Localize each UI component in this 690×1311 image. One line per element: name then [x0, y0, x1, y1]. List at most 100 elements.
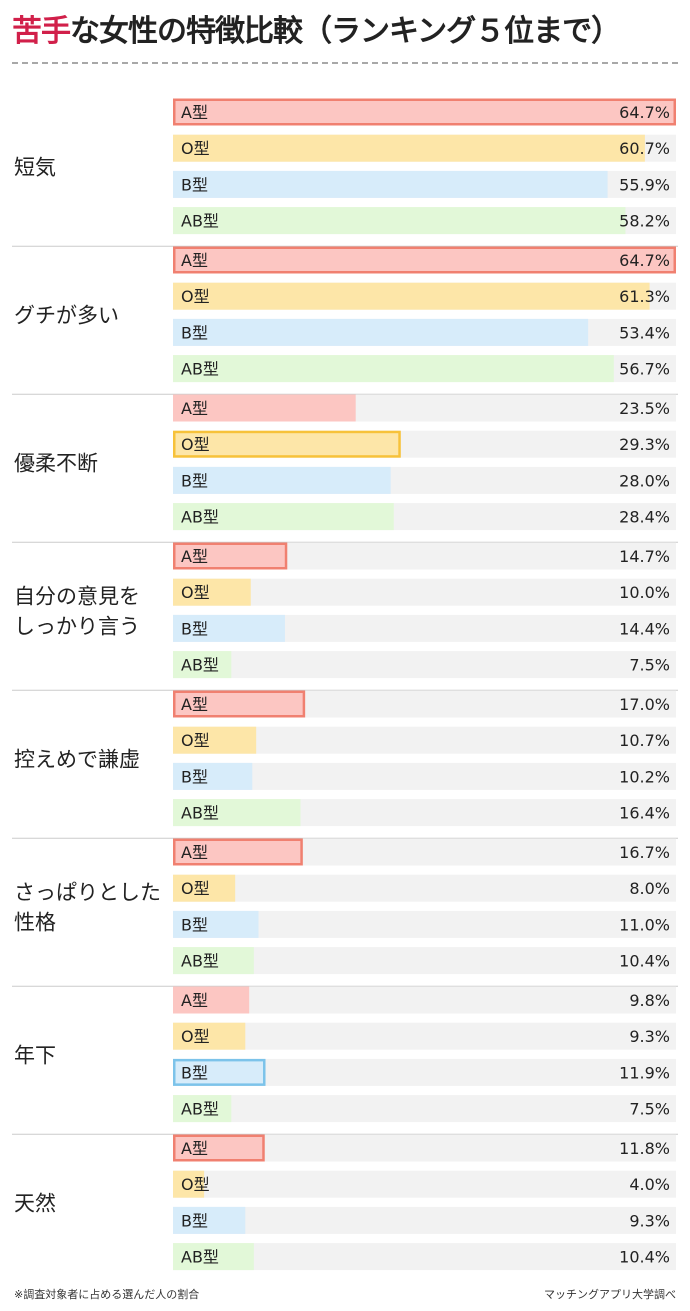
bar-B型	[173, 1058, 266, 1086]
bar-track	[173, 986, 676, 1014]
bar-category-label: O型	[181, 1175, 210, 1194]
bar-value-label: 53.4%	[619, 323, 670, 342]
bar-AB型	[173, 947, 254, 975]
bar-track	[173, 1022, 676, 1050]
bar-category-label: AB型	[181, 212, 219, 231]
group-label-line: 自分の意見を	[14, 584, 140, 608]
bar-value-label: 64.7%	[619, 251, 670, 270]
bar-category-label: O型	[181, 1027, 210, 1046]
group-label: 天然	[14, 1191, 56, 1215]
group-label: 自分の意見をしっかり言う	[14, 584, 140, 638]
group-5: 控えめで謙虚 A型 17.0% O型 10.7% B型 10.2% AB型 16.4%	[12, 690, 678, 839]
bar-B型	[173, 1206, 246, 1234]
bar-AB型	[173, 1095, 232, 1123]
bar-category-label: O型	[181, 879, 210, 898]
group-6: さっぱりとした性格 A型 16.7% O型 8.0% B型 11.0% AB型 10.4%	[12, 838, 678, 987]
bar-value-label: 17.0%	[619, 695, 670, 714]
bar-B型	[173, 614, 285, 642]
bar-track	[173, 1206, 676, 1234]
group-1: 短気 A型 64.7% O型 60.7% B型 55.9% AB型 58.2%	[12, 98, 678, 247]
bar-category-label: B型	[181, 175, 208, 194]
bar-category-label: B型	[181, 915, 208, 934]
chart-title: 苦手な女性の特徴比較（ランキング５位まで）	[12, 10, 621, 54]
bar-value-label: 28.0%	[619, 471, 670, 490]
bar-O型	[173, 1022, 246, 1050]
bar-track	[173, 578, 676, 606]
group-label: 短気	[14, 155, 56, 179]
bar-B型	[173, 910, 259, 938]
bar-AB型	[173, 651, 232, 679]
source-credit: マッチングアプリ大学調べ	[544, 1288, 676, 1301]
chart-title-rest: な女性の特徴比較（ランキング５位まで）	[70, 14, 621, 49]
bar-category-label: AB型	[181, 952, 219, 971]
bar-category-label: A型	[181, 103, 208, 122]
group-2: グチが多い A型 64.7% O型 61.3% B型 53.4% AB型 56.7%	[12, 246, 678, 395]
bar-B型	[173, 466, 391, 494]
bar-category-label: A型	[181, 547, 208, 566]
bar-category-label: A型	[181, 695, 208, 714]
bar-category-label: B型	[181, 471, 208, 490]
bar-O型	[173, 430, 401, 458]
group-label: さっぱりとした性格	[14, 880, 161, 934]
bar-category-label: B型	[181, 323, 208, 342]
bar-AB型	[173, 503, 394, 531]
bar-A型	[173, 246, 676, 274]
bar-category-label: AB型	[181, 1248, 219, 1267]
bar-A型	[173, 542, 288, 570]
bar-category-label: AB型	[181, 804, 219, 823]
bar-value-label: 9.3%	[629, 1211, 670, 1230]
group-label-line: 天然	[14, 1191, 56, 1215]
bar-value-label: 64.7%	[619, 103, 670, 122]
bar-value-label: 14.4%	[619, 619, 670, 638]
bar-A型	[173, 690, 306, 718]
group-label-line: 短気	[14, 155, 56, 179]
bar-track	[173, 874, 676, 902]
group-label: 年下	[14, 1043, 56, 1067]
bar-value-label: 7.5%	[629, 656, 670, 675]
bar-O型	[173, 1170, 205, 1198]
bar-value-label: 28.4%	[619, 508, 670, 527]
bar-category-label: A型	[181, 843, 208, 862]
bar-value-label: 7.5%	[629, 1100, 670, 1119]
bar-value-label: 9.3%	[629, 1027, 670, 1046]
bar-category-label: O型	[181, 583, 210, 602]
bar-category-label: B型	[181, 767, 208, 786]
bar-category-label: A型	[181, 399, 208, 418]
bar-category-label: AB型	[181, 1100, 219, 1119]
bar-B型	[173, 318, 589, 346]
bar-A型	[173, 838, 303, 866]
bar-value-label: 11.0%	[619, 915, 670, 934]
bar-A型	[173, 1134, 265, 1162]
bar-value-label: 10.4%	[619, 952, 670, 971]
bar-value-label: 60.7%	[619, 139, 670, 158]
bar-value-label: 56.7%	[619, 360, 670, 379]
group-7: 年下 A型 9.8% O型 9.3% B型 11.9% AB型 7.5%	[12, 986, 678, 1135]
bar-value-label: 10.0%	[619, 583, 670, 602]
group-3: 優柔不断 A型 23.5% O型 29.3% B型 28.0% AB型 28.4%	[12, 394, 678, 543]
bar-value-label: 10.7%	[619, 731, 670, 750]
bar-value-label: 29.3%	[619, 435, 670, 454]
bar-value-label: 55.9%	[619, 175, 670, 194]
bar-category-label: A型	[181, 251, 208, 270]
bar-value-label: 4.0%	[629, 1175, 670, 1194]
bar-value-label: 10.2%	[619, 767, 670, 786]
bar-category-label: O型	[181, 139, 210, 158]
bar-category-label: A型	[181, 1139, 208, 1158]
bar-O型	[173, 282, 650, 310]
bar-track	[173, 1170, 676, 1198]
bar-value-label: 8.0%	[629, 879, 670, 898]
bar-AB型	[173, 1243, 254, 1271]
bar-O型	[173, 874, 236, 902]
group-label-line: しっかり言う	[14, 614, 140, 638]
bar-track	[173, 651, 676, 679]
bar-A型	[173, 394, 356, 422]
bar-B型	[173, 762, 253, 790]
bar-AB型	[173, 799, 301, 827]
group-label-line: 優柔不断	[14, 451, 98, 475]
bar-value-label: 14.7%	[619, 547, 670, 566]
bar-category-label: O型	[181, 435, 210, 454]
bar-category-label: B型	[181, 1063, 208, 1082]
group-8: 天然 A型 11.8% O型 4.0% B型 9.3% AB型 10.4%	[14, 1134, 676, 1271]
bar-category-label: AB型	[181, 508, 219, 527]
